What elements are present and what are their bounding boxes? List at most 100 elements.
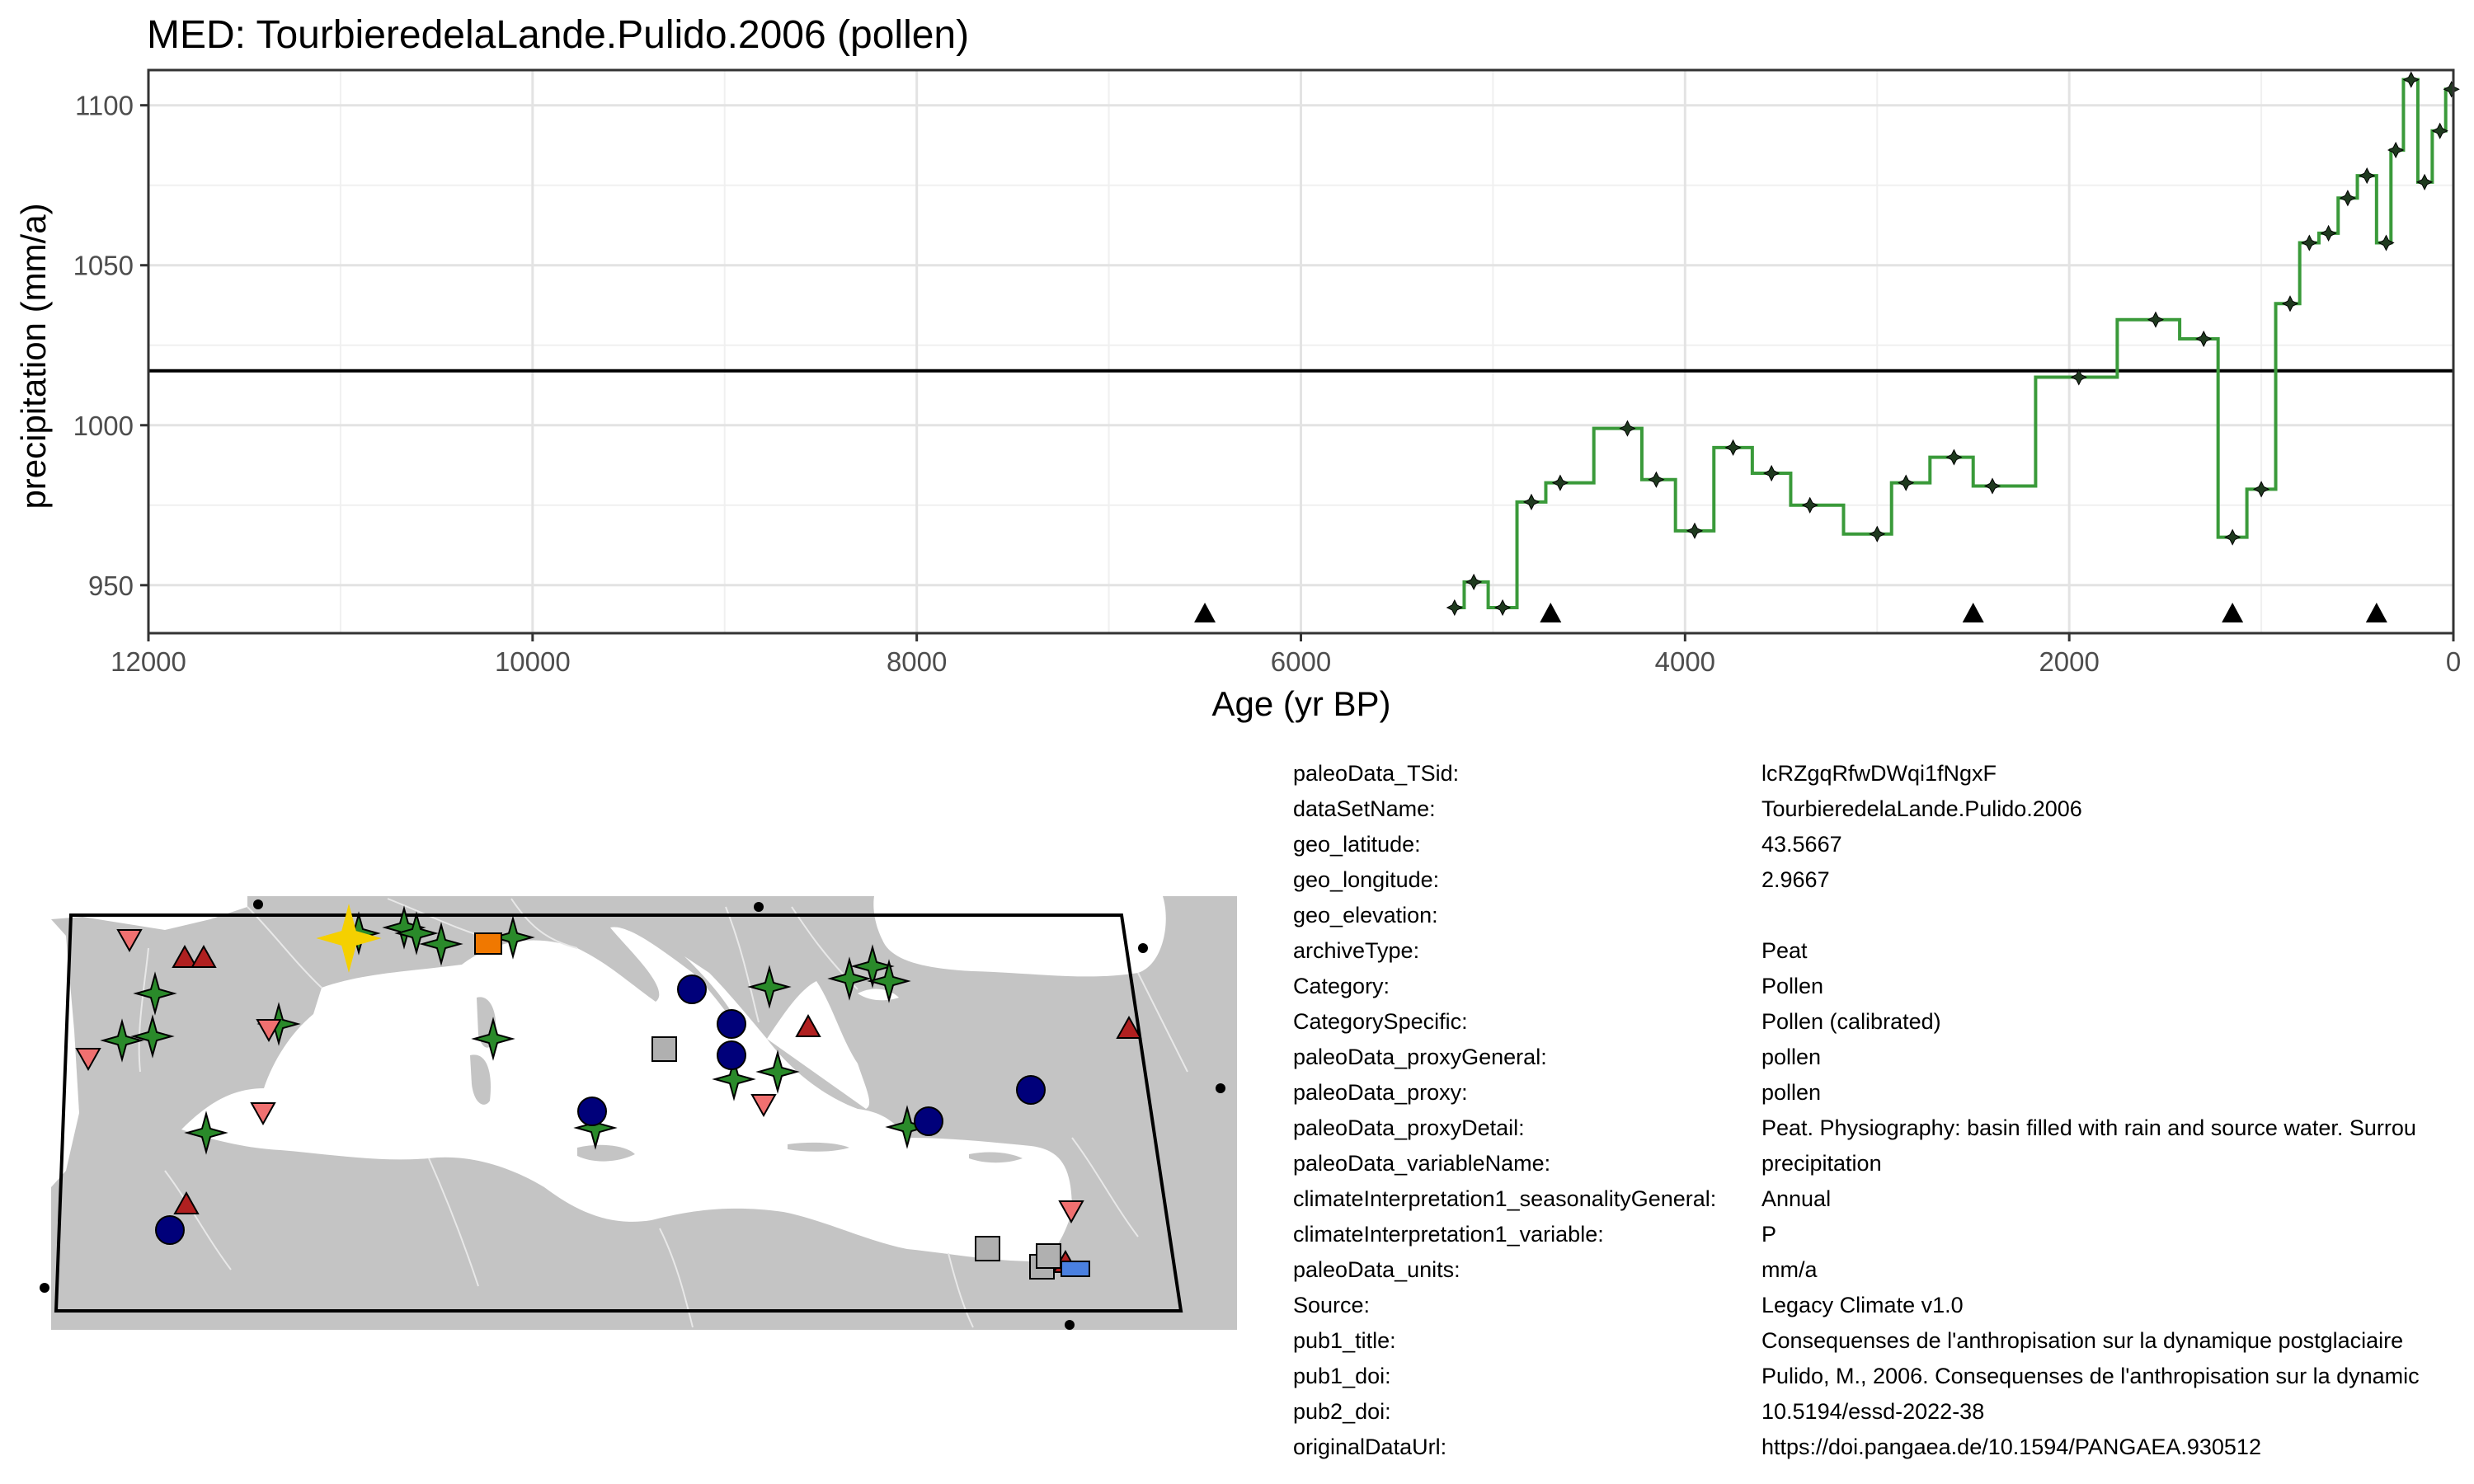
metadata-value: Peat [1761,938,1808,963]
data-point [2195,330,2213,348]
data-point [1724,439,1742,457]
metadata-key: originalDataUrl: [1293,1435,1447,1459]
plot-border [147,68,2455,635]
metadata-row: paleoData_proxyDetail: Peat. Physiography… [1293,1115,2474,1151]
metadata-row: geo_latitude: 43.5667 [1293,832,2474,867]
y-tick-label: 1100 [75,91,134,121]
series-step-line [1454,77,2452,609]
data-point [1945,448,1963,466]
metadata-key: climateInterpretation1_seasonalityGenera… [1293,1186,1717,1211]
map-edge-dots [40,899,1225,1330]
metadata-row: climateInterpretation1_seasonalityGenera… [1293,1186,2474,1222]
metadata-value: Pollen (calibrated) [1761,1009,1941,1034]
metadata-key: geo_longitude: [1293,867,1440,892]
metadata-value: mm/a [1761,1257,1818,1282]
metadata-value: TourbieredelaLande.Pulido.2006 [1761,796,2082,821]
metadata-value: 43.5667 [1761,832,1842,857]
age-marker [1962,603,1984,622]
age-markers [1194,603,2387,622]
metadata-key: paleoData_proxyDetail: [1293,1115,1525,1140]
map-islands [470,997,1023,1163]
metadata-row: paleoData_units: mm/a [1293,1257,2474,1293]
precipitation-chart: MED: TourbieredelaLande.Pulido.2006 (pol… [14,13,2461,723]
y-tick-label: 1050 [73,251,134,281]
metadata-value: Annual [1761,1186,1832,1211]
x-tick-label: 8000 [887,646,947,677]
metadata-key: paleoData_units: [1293,1257,1460,1282]
data-point [2147,311,2165,328]
x-tick-label: 0 [2446,646,2461,677]
age-marker [1194,603,1216,622]
data-point [2070,369,2087,386]
map-frame [54,913,1183,1313]
metadata-key: geo_elevation: [1293,903,1438,928]
metadata-value: pollen [1761,1080,1822,1105]
data-point [1619,420,1636,437]
data-point [2415,173,2434,190]
axes: 12000 10000 8000 6000 4000 2000 0 950 1000 1050 11… [73,68,2461,677]
metadata-row: Source: Legacy Climate v1.0 [1293,1293,2474,1328]
data-point [1465,573,1483,591]
metadata-key: pub1_doi: [1293,1364,1391,1388]
metadata-value: 2.9667 [1761,867,1830,892]
data-point [1763,464,1780,482]
metadata-key: CategorySpecific: [1293,1009,1468,1034]
age-marker [2222,603,2244,622]
metadata-row: Category: Pollen [1293,974,2474,1009]
data-point [1551,474,1569,491]
metadata-row: paleoData_TSid: lcRZgqRfwDWqi1fNgxF [1293,761,2474,796]
metadata-row: CategorySpecific: Pollen (calibrated) [1293,1009,2474,1045]
metadata-key: Source: [1293,1293,1371,1317]
data-point [2281,295,2299,312]
y-axis-label: precipitation (mm/a) [14,203,53,509]
data-point [1983,477,2001,495]
x-tick-label: 4000 [1655,646,1715,677]
metadata-value: Peat. Physiography: basin filled with ra… [1761,1115,2416,1140]
chart-title: MED: TourbieredelaLande.Pulido.2006 (pol… [147,13,969,57]
data-point [1522,493,1540,511]
metadata-row: geo_elevation: [1293,903,2474,938]
metadata-value: Legacy Climate v1.0 [1761,1293,1964,1317]
data-point [2301,234,2318,251]
map-sites [75,904,1142,1280]
metadata-row: climateInterpretation1_variable: P [1293,1222,2474,1257]
x-tick-label: 12000 [111,646,186,677]
series-layer [1446,71,2460,617]
data-point [2443,81,2460,98]
metadata-value: Pulido, M., 2006. Consequenses de l'anth… [1761,1364,2420,1388]
metadata-key: climateInterpretation1_variable: [1293,1222,1604,1247]
metadata-value: precipitation [1761,1151,1882,1176]
metadata-key: pub1_title: [1293,1328,1396,1353]
metadata-row: paleoData_proxy: pollen [1293,1080,2474,1115]
data-point [1898,474,1915,491]
data-point [2252,481,2270,498]
metadata-row: pub1_title: Consequenses de l'anthropisat… [1293,1328,2474,1364]
metadata-value: pollen [1761,1045,1822,1069]
data-point [2359,167,2376,185]
y-tick-label: 1000 [73,411,134,441]
metadata-table: paleoData_TSid: lcRZgqRfwDWqi1fNgxF dataS… [1293,761,2474,1478]
metadata-row: dataSetName: TourbieredelaLande.Pulido.20… [1293,796,2474,832]
grid-lines [147,70,2455,633]
metadata-row: paleoData_variableName: precipitation [1293,1151,2474,1186]
data-point [2320,224,2337,242]
data-point [2378,234,2395,251]
metadata-value: https://doi.pangaea.de/10.1594/PANGAEA.9… [1761,1435,2261,1459]
metadata-key: paleoData_TSid: [1293,761,1460,786]
data-point [2387,141,2405,159]
metadata-key: pub2_doi: [1293,1399,1391,1424]
metadata-value: P [1761,1222,1777,1247]
metadata-key: paleoData_proxy: [1293,1080,1468,1105]
data-point [1648,471,1665,488]
metadata-row: originalDataUrl: https://doi.pangaea.de/1… [1293,1435,2474,1470]
metadata-row: pub1_doi: Pulido, M., 2006. Consequenses … [1293,1364,2474,1399]
data-point [1493,599,1512,617]
x-tick-label: 10000 [495,646,571,677]
x-tick-label: 2000 [2039,646,2099,677]
metadata-row: paleoData_proxyGeneral: pollen [1293,1045,2474,1080]
metadata-value: Pollen [1761,974,1824,998]
highlight-site-marker [316,904,382,973]
metadata-key: geo_latitude: [1293,832,1421,857]
metadata-key: Category: [1293,974,1390,998]
data-point [2402,71,2420,88]
